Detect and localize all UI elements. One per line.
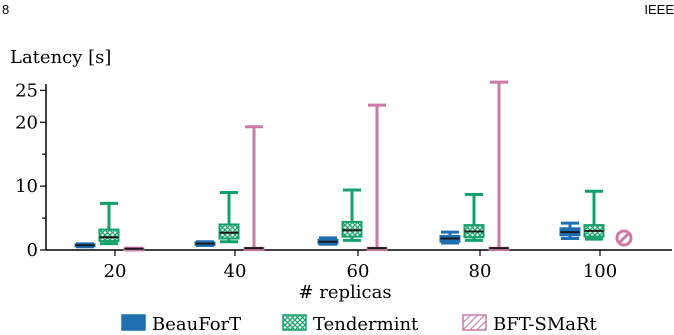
legend-swatch bbox=[282, 314, 307, 331]
no-data-circle bbox=[615, 229, 633, 247]
x-axis-ticks: 20 40 60 80 100 bbox=[104, 250, 617, 282]
legend-swatch bbox=[462, 314, 487, 331]
legend-label: BFT-SMaRt bbox=[493, 314, 598, 335]
box bbox=[341, 188, 363, 242]
legend-label: Tendermint bbox=[313, 314, 419, 335]
x-tick-label: 100 bbox=[583, 261, 617, 282]
box bbox=[463, 192, 485, 242]
legend-label: BeauForT bbox=[152, 314, 241, 335]
box bbox=[439, 230, 461, 245]
y-tick-label: 25 bbox=[15, 80, 38, 101]
box bbox=[74, 242, 96, 249]
box bbox=[243, 125, 265, 251]
box bbox=[123, 246, 145, 252]
no-data-slash bbox=[617, 231, 631, 245]
box-body bbox=[98, 228, 120, 243]
box bbox=[583, 189, 605, 241]
no-data-marker bbox=[615, 229, 633, 247]
y-axis-title: Latency [s] bbox=[10, 47, 111, 68]
x-tick-label: 40 bbox=[224, 261, 247, 282]
x-axis-title: # replicas bbox=[298, 282, 391, 303]
box-body bbox=[218, 223, 240, 240]
running-head: IEEE bbox=[644, 2, 674, 17]
box bbox=[559, 221, 581, 241]
box bbox=[98, 201, 120, 246]
box bbox=[317, 236, 339, 246]
y-tick-label: 0 bbox=[27, 240, 38, 261]
page-number: 8 bbox=[2, 2, 10, 17]
box bbox=[366, 103, 388, 251]
y-axis-ticks: 0 10 20 25 bbox=[15, 80, 46, 261]
box bbox=[194, 240, 216, 248]
legend: BeauForT Tendermint BFT-SMaRt bbox=[121, 314, 598, 335]
box-marks bbox=[74, 80, 633, 252]
x-tick-label: 60 bbox=[347, 261, 370, 282]
legend-swatch bbox=[121, 314, 146, 331]
y-tick-label: 20 bbox=[15, 112, 38, 133]
x-tick-label: 20 bbox=[104, 261, 127, 282]
box bbox=[218, 191, 240, 244]
box bbox=[488, 80, 510, 251]
y-tick-label: 10 bbox=[15, 176, 38, 197]
x-tick-label: 80 bbox=[469, 261, 492, 282]
